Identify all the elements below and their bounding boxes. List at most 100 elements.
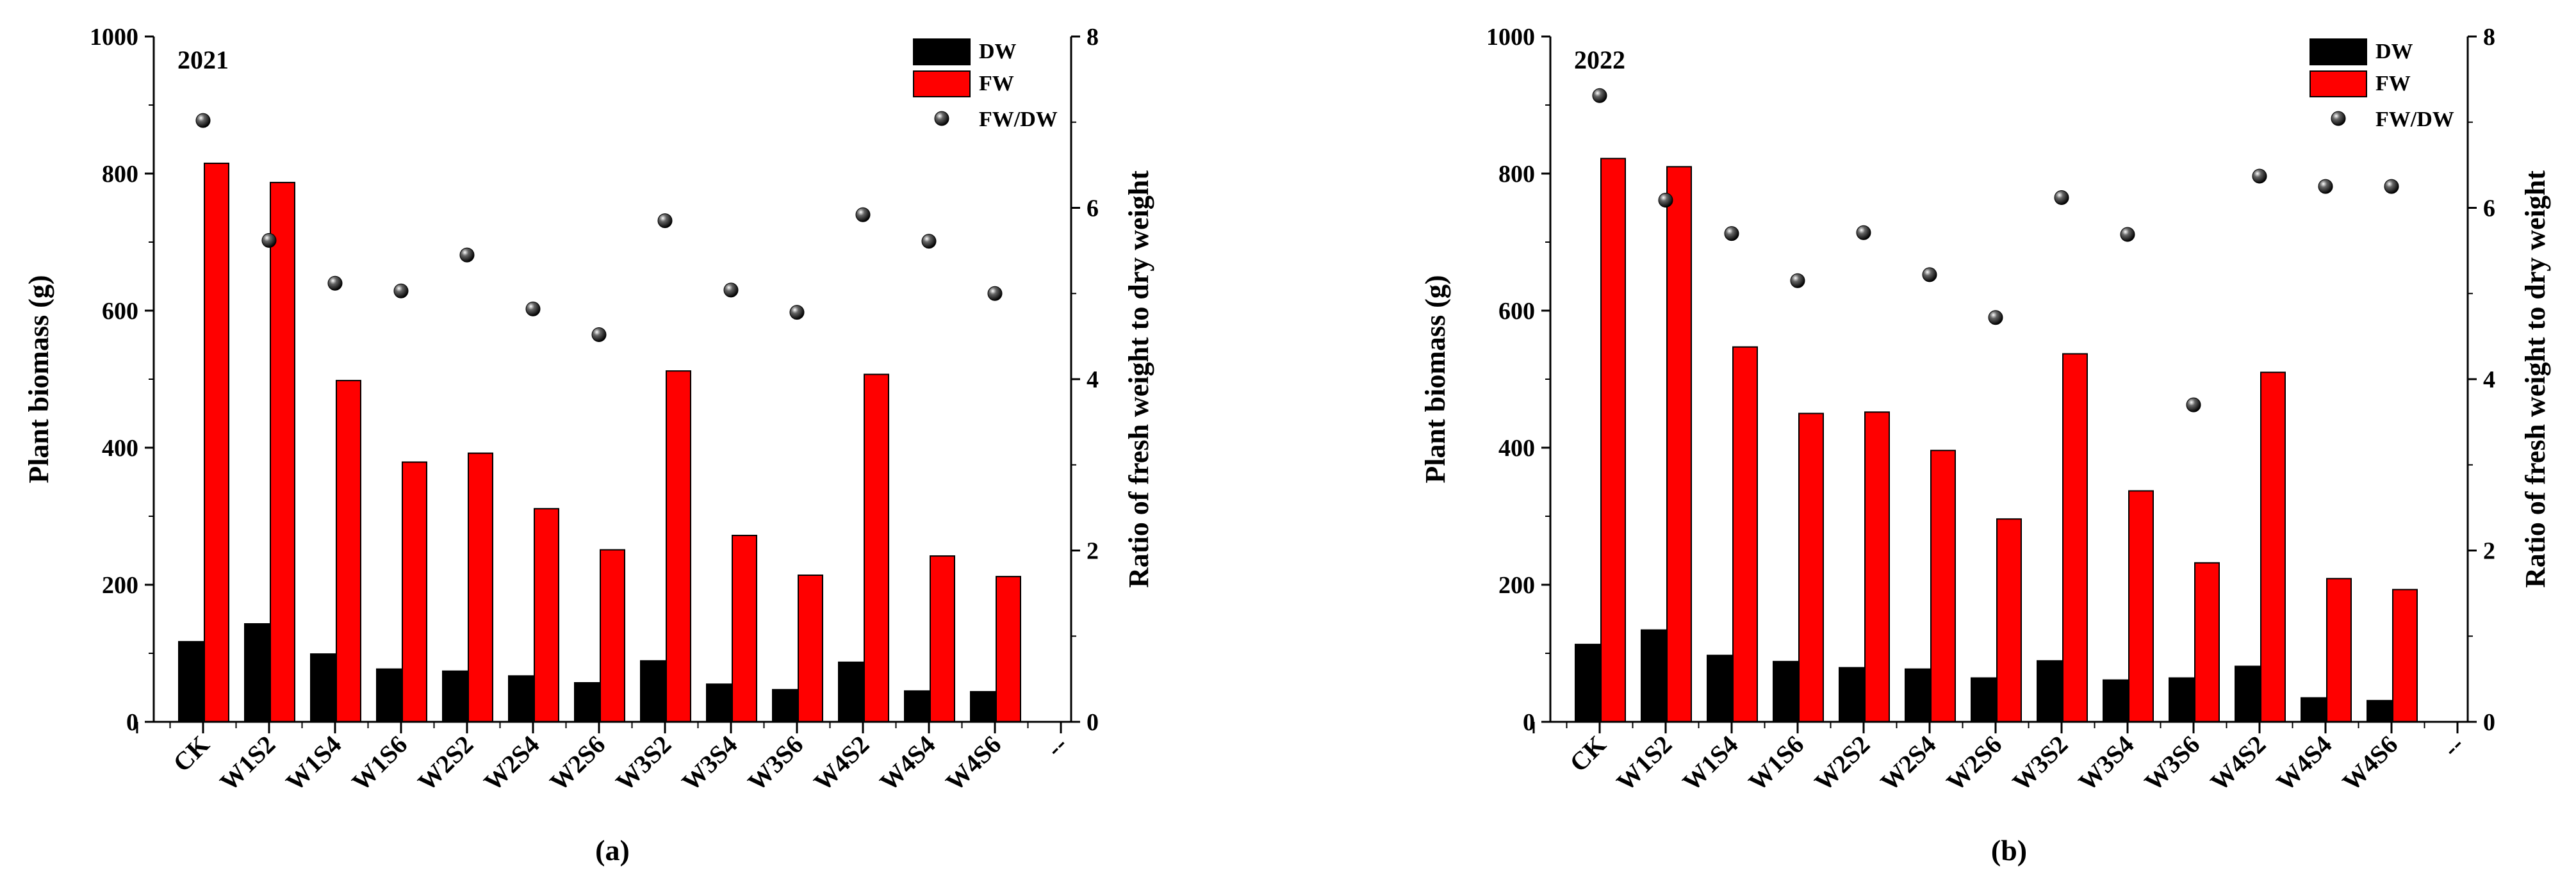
left-tick-label: 400 <box>102 435 138 462</box>
ratio-point-W3S2 <box>2054 190 2069 205</box>
ratio-point-W2S6 <box>1988 310 2003 325</box>
ratio-point-W3S4 <box>2120 227 2135 242</box>
right-tick-label: 8 <box>2483 24 2495 51</box>
fw-bar-W2S6 <box>1996 518 2022 723</box>
left-tick-label: 800 <box>1498 161 1535 188</box>
fw-bar-W4S4 <box>2326 578 2352 722</box>
legend-fw-label: FW <box>2375 72 2411 95</box>
ratio-point-W2S4 <box>1922 267 1937 282</box>
fw-bar-W1S2 <box>1666 166 1692 722</box>
left-tick-label: 600 <box>1498 298 1535 325</box>
x-tick-label-W4S2: W4S2 <box>2204 730 2271 797</box>
fw-bar-W4S6 <box>996 576 1021 722</box>
left-tick-label: 0 <box>126 709 138 736</box>
legend-fw-label: FW <box>979 72 1014 95</box>
x-tick-label-W3S2: W3S2 <box>2006 730 2073 797</box>
legend-dw-label: DW <box>2375 40 2413 63</box>
fw-bar-W3S2 <box>2062 353 2088 722</box>
y-axis-title: Plant biomass (g) <box>23 275 54 483</box>
legend-fw-swatch <box>913 70 971 97</box>
ratio-point-W4S2 <box>2252 168 2267 184</box>
dw-bar-W1S2 <box>244 623 270 722</box>
legend-ratio-label: FW/DW <box>2375 108 2454 131</box>
x-tick-label-extra: -- <box>2437 730 2470 763</box>
ratio-point-W4S4 <box>2318 179 2333 194</box>
ratio-point-CK <box>1592 88 1607 103</box>
fw-bar-W2S6 <box>600 549 625 722</box>
right-tick-label: 6 <box>1087 195 1099 222</box>
right-tick-label: 2 <box>1087 538 1099 565</box>
x-tick-label-W4S4: W4S4 <box>2270 730 2337 797</box>
left-tick-label: 1000 <box>1486 24 1535 51</box>
left-tick-label: 200 <box>102 572 138 599</box>
dw-bar-W3S6 <box>2169 677 2194 723</box>
chart-title: 2021 <box>177 45 229 74</box>
x-tick-label-CK: CK <box>1564 730 1611 778</box>
legend-ratio-marker <box>934 111 949 126</box>
fw-bar-W1S4 <box>336 380 361 722</box>
dw-bar-W3S4 <box>706 683 732 723</box>
fw-bar-W4S2 <box>2260 371 2286 722</box>
ratio-point-W1S6 <box>393 283 409 298</box>
x-tick-label-W2S4: W2S4 <box>478 730 545 797</box>
x-tick-label-extra: -- <box>1040 730 1073 763</box>
ratio-point-W1S4 <box>1724 226 1739 241</box>
fw-bar-W3S4 <box>2128 490 2154 722</box>
fw-bar-W3S6 <box>2194 562 2220 723</box>
ratio-point-W3S4 <box>723 282 739 298</box>
fw-bar-W1S2 <box>270 181 295 723</box>
x-tick-label-W2S2: W2S2 <box>412 730 479 797</box>
fw-bar-W1S6 <box>1798 412 1824 722</box>
dw-bar-W2S2 <box>1839 667 1864 722</box>
ratio-point-W3S6 <box>2186 397 2201 412</box>
fw-bar-W4S2 <box>864 373 889 722</box>
chart-title: 2022 <box>1574 45 1625 74</box>
dw-bar-W4S4 <box>904 690 930 722</box>
dw-bar-W4S2 <box>2235 665 2260 722</box>
right-tick-label: 2 <box>2483 538 2495 565</box>
dw-bar-W4S6 <box>2367 699 2392 722</box>
ratio-point-W1S2 <box>261 232 277 248</box>
right-tick-label: 0 <box>1087 709 1099 736</box>
right-tick-label: 4 <box>2483 366 2495 393</box>
x-tick-label-W3S4: W3S4 <box>2072 730 2139 797</box>
dw-bar-W2S4 <box>508 675 534 723</box>
x-tick-label-W1S6: W1S6 <box>346 730 413 797</box>
ratio-point-W4S6 <box>987 286 1003 301</box>
fw-bar-W4S4 <box>930 555 955 722</box>
x-tick-label-W1S4: W1S4 <box>280 730 347 797</box>
dw-bar-W3S2 <box>2037 660 2062 723</box>
fw-bar-CK <box>204 162 229 722</box>
right-tick-label: 0 <box>2483 709 2495 736</box>
ratio-point-W4S4 <box>921 234 937 249</box>
fw-bar-W4S6 <box>2392 589 2418 722</box>
legend-fw-swatch <box>2309 70 2367 97</box>
fw-bar-W2S4 <box>534 508 559 722</box>
dw-bar-W1S6 <box>1773 660 1798 722</box>
ratio-point-CK <box>195 113 211 128</box>
left-tick-label: 200 <box>1498 572 1535 599</box>
fw-bar-W2S4 <box>1930 450 1956 723</box>
fw-bar-W1S4 <box>1732 346 1758 722</box>
fw-bar-W3S2 <box>666 370 691 722</box>
dw-bar-W3S4 <box>2103 679 2128 722</box>
x-tick-label-W4S6: W4S6 <box>2336 730 2403 797</box>
dw-bar-W1S2 <box>1641 629 1666 722</box>
y-axis-title: Plant biomass (g) <box>1420 275 1451 483</box>
x-tick-label-W3S6: W3S6 <box>742 730 808 797</box>
x-tick-label-W2S2: W2S2 <box>1809 730 1875 797</box>
fw-bar-CK <box>1600 158 1626 722</box>
x-tick-label-W2S6: W2S6 <box>1940 730 2007 797</box>
dw-bar-W2S6 <box>574 682 600 723</box>
ratio-point-W1S6 <box>1790 273 1805 288</box>
x-tick-label-W3S4: W3S4 <box>676 730 742 797</box>
x-tick-label-W4S4: W4S4 <box>874 730 940 797</box>
legend-dw-label: DW <box>979 40 1017 63</box>
dw-bar-W1S4 <box>1707 655 1732 723</box>
ratio-point-W2S2 <box>1856 225 1871 240</box>
dw-bar-W2S6 <box>1971 677 1996 723</box>
left-tick-label: 0 <box>1523 709 1535 736</box>
fw-bar-W2S2 <box>1864 411 1890 722</box>
dw-bar-W2S4 <box>1905 668 1930 722</box>
